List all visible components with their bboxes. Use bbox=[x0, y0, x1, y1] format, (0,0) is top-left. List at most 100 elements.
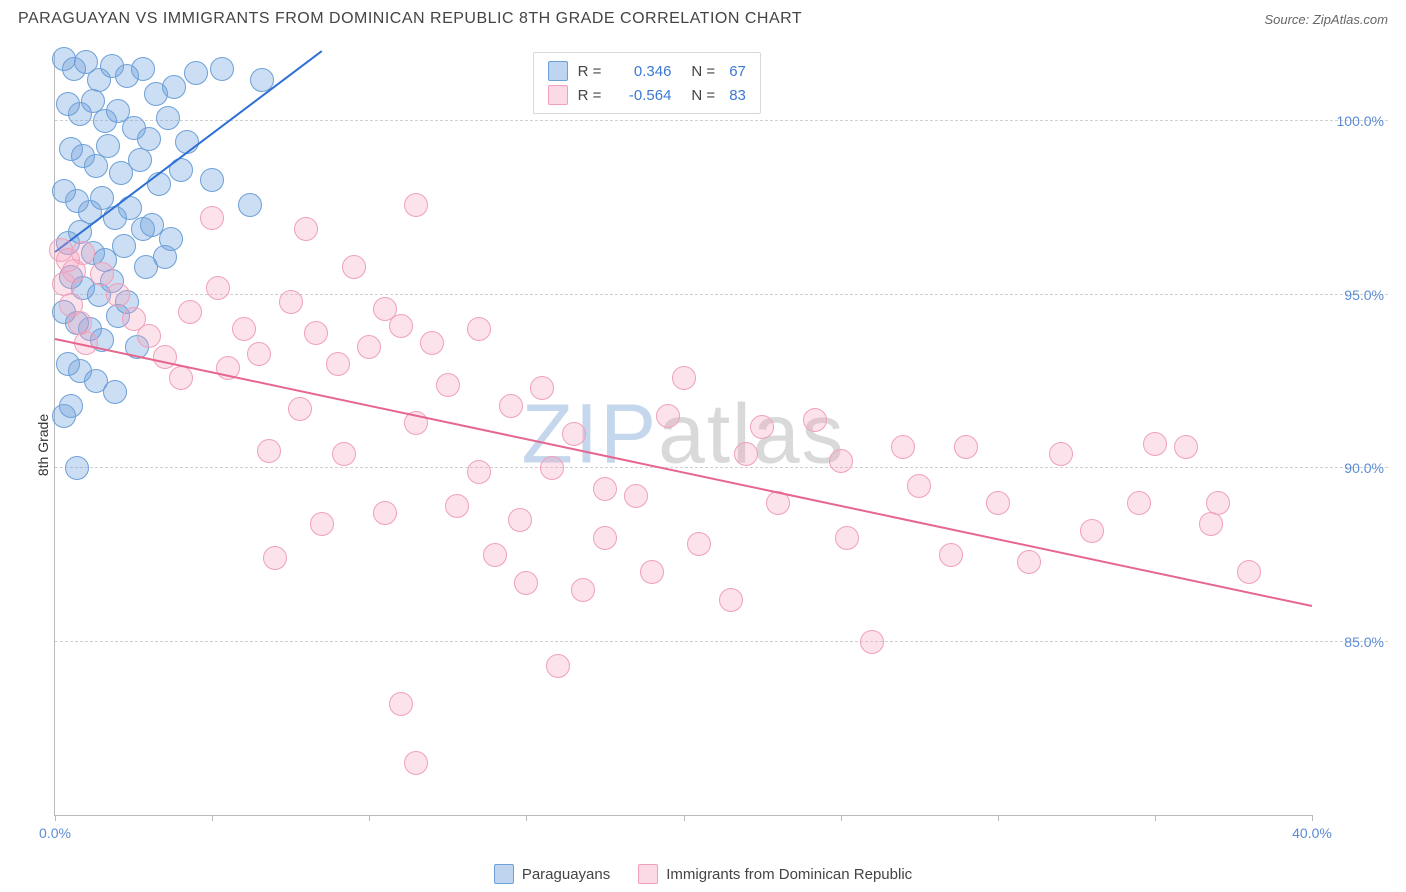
data-point bbox=[84, 154, 108, 178]
data-point bbox=[65, 456, 89, 480]
x-tick bbox=[212, 815, 213, 821]
data-point bbox=[147, 172, 171, 196]
data-point bbox=[96, 134, 120, 158]
swatch-pink-icon bbox=[548, 85, 568, 105]
data-point bbox=[206, 276, 230, 300]
data-point bbox=[52, 404, 76, 428]
data-point bbox=[404, 193, 428, 217]
x-tick bbox=[526, 815, 527, 821]
data-point bbox=[986, 491, 1010, 515]
data-point bbox=[342, 255, 366, 279]
data-point bbox=[835, 526, 859, 550]
data-point bbox=[178, 300, 202, 324]
data-point bbox=[593, 526, 617, 550]
data-point bbox=[624, 484, 648, 508]
page-title: PARAGUAYAN VS IMMIGRANTS FROM DOMINICAN … bbox=[18, 10, 802, 28]
data-point bbox=[153, 345, 177, 369]
legend-item-pink: Immigrants from Dominican Republic bbox=[638, 864, 912, 884]
data-point bbox=[540, 456, 564, 480]
data-point bbox=[263, 546, 287, 570]
data-point bbox=[169, 366, 193, 390]
data-point bbox=[103, 380, 127, 404]
legend-row-pink: R = -0.564 N = 83 bbox=[548, 83, 746, 107]
x-tick bbox=[55, 815, 56, 821]
data-point bbox=[436, 373, 460, 397]
data-point bbox=[1127, 491, 1151, 515]
data-point bbox=[131, 217, 155, 241]
data-point bbox=[257, 439, 281, 463]
data-point bbox=[829, 449, 853, 473]
data-point bbox=[483, 543, 507, 567]
data-point bbox=[467, 460, 491, 484]
y-tick-label: 85.0% bbox=[1344, 634, 1384, 650]
x-tick bbox=[1155, 815, 1156, 821]
data-point bbox=[860, 630, 884, 654]
data-point bbox=[1206, 491, 1230, 515]
data-point bbox=[939, 543, 963, 567]
data-point bbox=[373, 297, 397, 321]
data-point bbox=[304, 321, 328, 345]
data-point bbox=[200, 206, 224, 230]
data-point bbox=[514, 571, 538, 595]
data-point bbox=[719, 588, 743, 612]
source-attribution: Source: ZipAtlas.com bbox=[1264, 12, 1388, 27]
data-point bbox=[90, 262, 114, 286]
data-point bbox=[232, 317, 256, 341]
x-tick bbox=[369, 815, 370, 821]
data-point bbox=[734, 442, 758, 466]
data-point bbox=[1143, 432, 1167, 456]
data-point bbox=[288, 397, 312, 421]
data-point bbox=[656, 404, 680, 428]
legend-item-blue: Paraguayans bbox=[494, 864, 610, 884]
data-point bbox=[200, 168, 224, 192]
data-point bbox=[530, 376, 554, 400]
data-point bbox=[156, 106, 180, 130]
swatch-pink-icon bbox=[638, 864, 658, 884]
data-point bbox=[420, 331, 444, 355]
x-tick-label: 0.0% bbox=[39, 825, 71, 841]
data-point bbox=[467, 317, 491, 341]
data-point bbox=[184, 61, 208, 85]
swatch-blue-icon bbox=[494, 864, 514, 884]
data-point bbox=[1174, 435, 1198, 459]
data-point bbox=[279, 290, 303, 314]
data-point bbox=[445, 494, 469, 518]
y-tick-label: 95.0% bbox=[1344, 287, 1384, 303]
data-point bbox=[499, 394, 523, 418]
data-point bbox=[672, 366, 696, 390]
gridline bbox=[55, 120, 1388, 121]
data-point bbox=[106, 283, 130, 307]
data-point bbox=[1199, 512, 1223, 536]
data-point bbox=[71, 241, 95, 265]
legend-series: Paraguayans Immigrants from Dominican Re… bbox=[0, 864, 1406, 884]
data-point bbox=[571, 578, 595, 602]
data-point bbox=[162, 75, 186, 99]
gridline bbox=[55, 294, 1388, 295]
scatter-plot: ZIPatlas R = 0.346 N = 67 R = -0.564 N =… bbox=[54, 52, 1312, 816]
data-point bbox=[508, 508, 532, 532]
data-point bbox=[891, 435, 915, 459]
data-point bbox=[1017, 550, 1041, 574]
data-point bbox=[210, 57, 234, 81]
data-point bbox=[159, 227, 183, 251]
x-tick-label: 40.0% bbox=[1292, 825, 1332, 841]
x-tick bbox=[998, 815, 999, 821]
data-point bbox=[373, 501, 397, 525]
gridline bbox=[55, 467, 1388, 468]
data-point bbox=[357, 335, 381, 359]
chart-container: 8th Grade ZIPatlas R = 0.346 N = 67 R = … bbox=[18, 44, 1388, 846]
gridline bbox=[55, 641, 1388, 642]
data-point bbox=[687, 532, 711, 556]
data-point bbox=[332, 442, 356, 466]
legend-row-blue: R = 0.346 N = 67 bbox=[548, 59, 746, 83]
data-point bbox=[562, 422, 586, 446]
data-point bbox=[389, 692, 413, 716]
data-point bbox=[294, 217, 318, 241]
data-point bbox=[1080, 519, 1104, 543]
data-point bbox=[131, 57, 155, 81]
data-point bbox=[112, 234, 136, 258]
data-point bbox=[954, 435, 978, 459]
data-point bbox=[546, 654, 570, 678]
y-axis-label: 8th Grade bbox=[35, 414, 51, 476]
swatch-blue-icon bbox=[548, 61, 568, 81]
